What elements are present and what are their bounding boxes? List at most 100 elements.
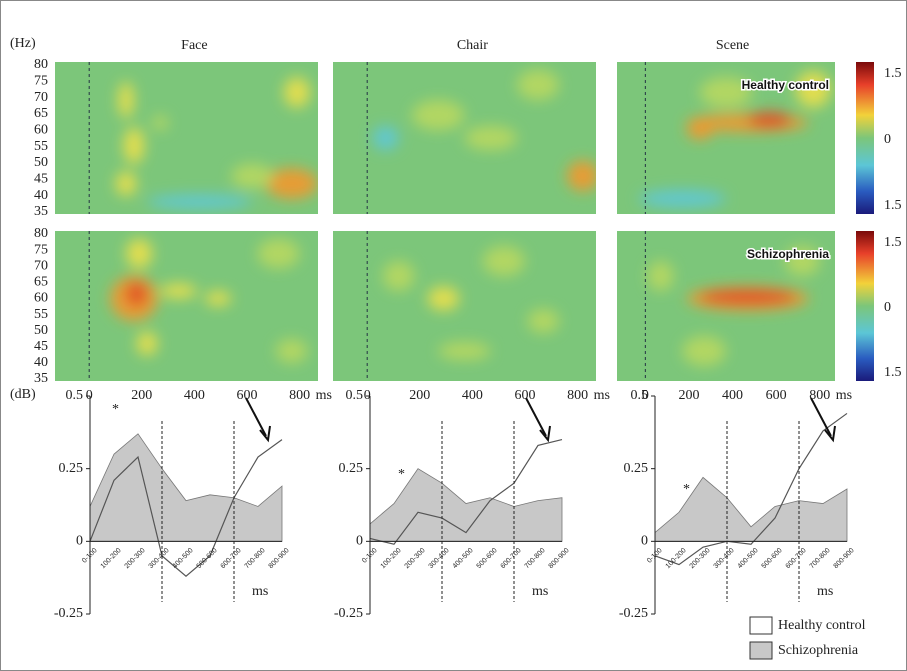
arrow-head [539,425,551,443]
colorbar-tick-label: 0 [884,300,891,315]
colorbar [856,231,874,381]
y-axis-label: (dB) [10,387,36,402]
y-tick-label: 40 [34,188,48,203]
heatmap-blob [126,282,148,306]
y-tick-label: 0.5 [346,388,364,403]
heatmap-blob [204,291,232,306]
y-tick-label: 60 [34,291,48,306]
group-label: Schizophrenia [747,247,829,261]
y-tick-label: 70 [34,90,48,105]
colorbar-tick-label: 1.5 [884,235,902,250]
heatmap-blobs [638,71,831,208]
arrow [245,397,267,437]
heatmap-blob [438,342,491,360]
x-unit: ms [594,388,610,403]
x-tick-label: 200 [678,388,699,403]
y-tick-label: 80 [34,226,48,241]
arrow-head [824,425,836,443]
heatmap-blobs [115,77,318,210]
y-tick-label: 0.5 [631,388,649,403]
x-tick-label: 0 [642,388,649,403]
heatmap-blob [411,100,465,131]
heatmap-blob [427,286,460,311]
annotation: * [398,467,405,482]
heatmap-blob [382,261,415,291]
x-tick-label: 400 [722,388,743,403]
x-axis-label: ms [817,584,833,599]
y-tick-label: 65 [34,106,48,121]
x-tick-label: 400 [184,388,205,403]
y-axis-label: (Hz) [10,36,36,51]
x-tick-label: 800 [567,388,588,403]
x-tick-label: 800 [809,388,830,403]
heatmap-blob [482,246,525,276]
colorbar-tick-label: 1.5 [884,365,902,380]
heatmap-blob [699,77,753,108]
y-tick-label: 0.25 [59,461,84,476]
heatmap [617,62,835,214]
x-tick-label: 600 [514,388,535,403]
heatmap-blobs [647,246,820,366]
legend: Healthy control Schizophrenia [749,616,866,660]
heatmap [55,62,318,214]
heatmap-blob [257,238,300,269]
arrow [525,397,547,437]
y-tick-label: 80 [34,57,48,72]
y-tick-label: -0.25 [334,606,363,621]
y-tick-label: 35 [34,371,48,386]
heatmap-blobs [110,238,308,363]
area [89,433,283,542]
legend-label: Healthy control [778,618,866,633]
panel-title: Chair [457,38,488,53]
legend-swatch [749,616,773,635]
heatmap-blob [275,339,308,363]
heatmap-blobs [382,246,560,360]
heatmap-blob [517,69,560,101]
x-tick-label: 800 [289,388,310,403]
y-tick-label: 35 [34,204,48,219]
heatmap-blob [372,125,399,151]
annotation: * [683,482,690,497]
y-tick-label: 0 [356,534,363,549]
y-tick-label: 65 [34,275,48,290]
annotation: * [112,402,119,417]
heatmap-blob [283,77,311,108]
x-tick-label: 600 [236,388,257,403]
y-tick-label: 50 [34,323,48,338]
heatmap-blob [160,283,198,299]
y-tick-label: 60 [34,123,48,138]
legend-label: Schizophrenia [778,643,859,658]
heatmap-blob [638,189,727,208]
colorbar-tick-label: 1.5 [884,198,902,213]
x-axis-label: ms [532,584,548,599]
y-tick-label: 75 [34,74,48,89]
colorbar [856,62,874,214]
y-tick-label: 50 [34,155,48,170]
heatmap-blob [123,127,145,164]
heatmap [617,231,835,381]
heatmap-blob [464,125,518,151]
heatmap-blob [265,168,318,199]
y-tick-label: 45 [34,172,48,187]
arrow-head [259,425,271,443]
y-tick-label: 40 [34,355,48,370]
y-tick-label: 55 [34,307,48,322]
area [654,476,848,542]
colorbar-tick-label: 1.5 [884,66,902,81]
legend-swatch [749,641,773,660]
heatmap-blob [126,238,153,269]
y-tick-label: 55 [34,139,48,154]
x-tick-label: 400 [462,388,483,403]
line [654,412,848,566]
heatmap-blob [686,121,713,140]
y-tick-label: -0.25 [619,606,648,621]
heatmap-blob [115,171,137,196]
panel-title: Scene [716,38,749,53]
y-tick-label: 0 [76,534,83,549]
panel-title: Face [181,38,207,53]
y-tick-label: 0.25 [624,461,649,476]
heatmap-blob [747,112,792,128]
heatmap-blob [647,261,674,291]
heatmap-blob [118,81,134,119]
heatmap [333,62,596,214]
